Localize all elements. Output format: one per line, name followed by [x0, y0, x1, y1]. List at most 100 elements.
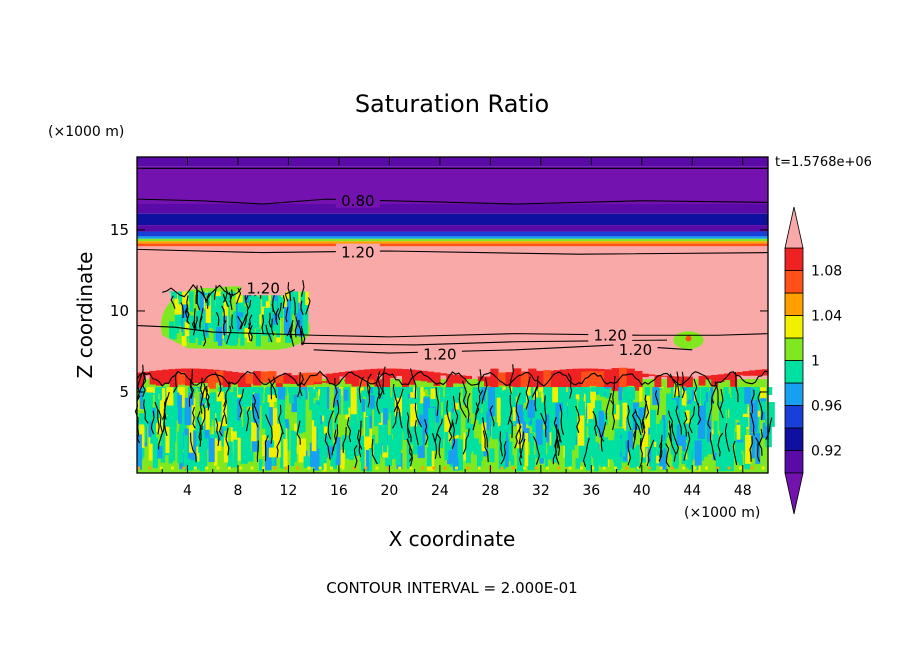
field-cell [710, 387, 714, 405]
contour-squiggle [436, 433, 442, 459]
field-cell [410, 403, 418, 427]
contour-squiggle [632, 415, 637, 440]
field-cell [487, 387, 496, 417]
contour-squiggle [567, 373, 573, 399]
field-cell [345, 407, 352, 420]
field-cell [513, 368, 522, 388]
field-cell [383, 368, 391, 381]
field-cell [192, 372, 201, 384]
field-cell [174, 309, 180, 334]
field-cell [296, 466, 300, 470]
field-cell [761, 369, 769, 376]
field-cell [192, 387, 197, 389]
contour-squiggle [514, 426, 522, 449]
field-cell [636, 466, 640, 470]
field-cell [229, 328, 238, 346]
contour-squiggle [466, 393, 471, 423]
contour-squiggle [734, 372, 739, 403]
colorbar-swatch [784, 427, 804, 451]
field-cell [512, 407, 518, 422]
field-cell [213, 446, 218, 466]
field-cell [386, 466, 390, 470]
field-cell [259, 387, 264, 393]
field-cell [543, 387, 551, 415]
field-cell [237, 373, 247, 388]
time-label: t=1.5768e+06 [775, 155, 872, 170]
contour-squiggle [298, 319, 302, 335]
contour-squiggle [640, 419, 646, 449]
contour-squiggle [246, 300, 252, 315]
contour-squiggle [289, 327, 295, 347]
field-cell [343, 379, 353, 382]
field-cell [735, 431, 742, 463]
field-cell [642, 420, 649, 447]
field-cell [266, 387, 275, 395]
field-cell [754, 387, 761, 411]
field-cell [618, 397, 627, 427]
field-cell [406, 387, 414, 393]
field-cell [204, 423, 210, 439]
field-cell [402, 369, 409, 388]
field-cell [450, 395, 457, 426]
field-cell [387, 397, 393, 414]
contour-squiggle [293, 296, 296, 316]
field-cell [591, 466, 595, 470]
field-cell [177, 313, 184, 326]
contour-squiggle [531, 375, 539, 398]
field-cell [465, 375, 473, 380]
contour-squiggle [201, 404, 206, 430]
field-cell [168, 291, 175, 293]
field-cell [634, 370, 643, 391]
field-cell [618, 387, 623, 401]
field-cell [249, 296, 255, 311]
field-cell [350, 387, 357, 415]
field-cell [187, 368, 195, 378]
field-band [137, 236, 768, 239]
contour-squiggle [392, 384, 398, 404]
field-cell [305, 291, 309, 306]
field-cell [585, 392, 591, 403]
colorbar-tick-label: 1.04 [811, 309, 842, 325]
field-cell [517, 448, 524, 472]
contour-squiggle [555, 436, 560, 465]
field-cell [704, 466, 708, 470]
contour-squiggle [642, 400, 648, 429]
contour-squiggle [264, 435, 269, 462]
field-cell [258, 387, 263, 406]
field-cell [171, 440, 176, 461]
field-cell [585, 458, 592, 471]
colorbar-swatch [784, 450, 804, 474]
field-cell [729, 416, 735, 436]
field-cell [619, 367, 628, 392]
x-tick-label: 16 [330, 483, 348, 499]
chart-title: Saturation Ratio [355, 90, 549, 118]
contour-label: 1.20 [246, 279, 279, 297]
field-cell [529, 433, 535, 450]
field-cell [705, 401, 712, 421]
contour-squiggle [200, 285, 207, 304]
field-cell [515, 404, 524, 424]
field-cell [268, 371, 277, 383]
field-cell [318, 466, 322, 470]
field-cell [330, 466, 334, 470]
field-cell [330, 443, 337, 460]
contour-squiggle [256, 440, 259, 462]
contour-squiggle [245, 406, 251, 432]
field-cell [404, 387, 409, 405]
field-cell [529, 387, 534, 400]
field-cell [182, 291, 189, 305]
field-cell [345, 437, 352, 459]
contour-squiggle [732, 440, 738, 466]
field-cell [155, 370, 163, 386]
field-cell [293, 433, 297, 463]
field-cell [298, 308, 303, 337]
field-cell [654, 375, 662, 388]
field-cell [538, 387, 544, 392]
field-cell [764, 410, 770, 427]
field-cell [168, 438, 173, 464]
field-cell [720, 438, 724, 470]
field-cell [328, 446, 333, 459]
field-cell [738, 466, 742, 470]
field-cell [275, 375, 285, 384]
